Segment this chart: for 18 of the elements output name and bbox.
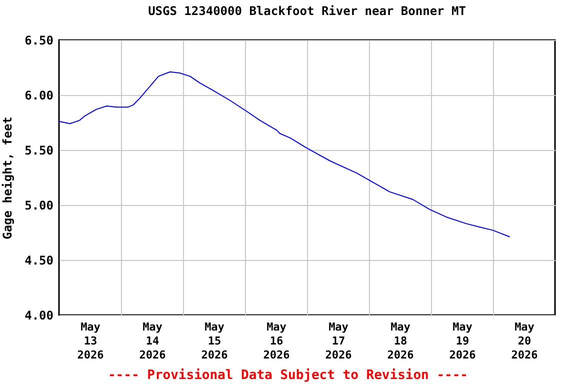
y-axis-title: Gage height, feet	[0, 116, 15, 240]
x-tick-label: May 16 2026	[263, 320, 290, 362]
x-tick-label: May 19 2026	[449, 320, 476, 362]
y-tick-label: 5.00	[24, 198, 54, 212]
x-tick-label: May 20 2026	[511, 320, 538, 362]
x-tick-label: May 13 2026	[77, 320, 104, 362]
line-series	[58, 71, 510, 238]
y-tick-label: 6.00	[24, 88, 54, 102]
chart-title: USGS 12340000 Blackfoot River near Bonner MT	[148, 4, 466, 18]
x-tick-label: May 15 2026	[201, 320, 228, 362]
x-tick-label: May 14 2026	[139, 320, 166, 362]
y-tick-label: 4.50	[24, 254, 54, 268]
x-tick-label: May 17 2026	[325, 320, 352, 362]
y-tick-label: 6.50	[24, 34, 54, 48]
text: ---- Provisional Data Subject to Revision ----	[106, 368, 470, 383]
x-tick-label: May 18 2026	[387, 320, 414, 362]
y-tick-label: 5.50	[24, 144, 54, 158]
y-tick-label: 4.00	[24, 308, 54, 322]
